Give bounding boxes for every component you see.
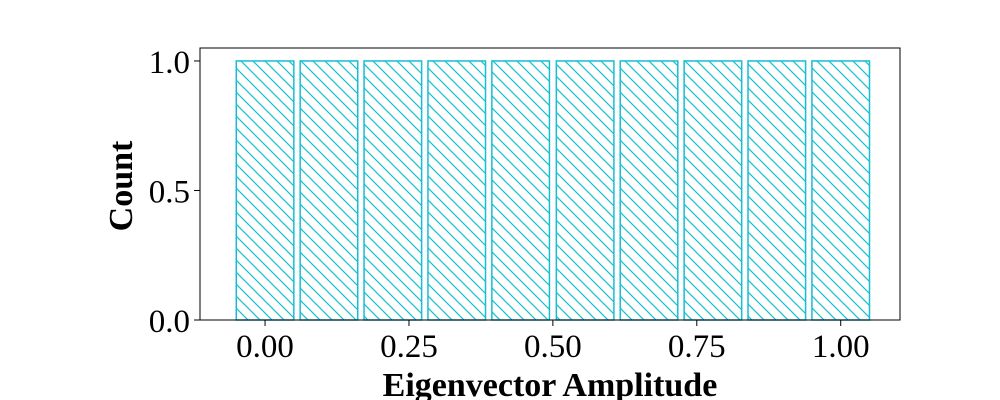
histogram-bar-8 xyxy=(683,60,743,321)
x-axis-label: Eigenvector Amplitude xyxy=(383,367,718,400)
x-tick-label: 0.75 xyxy=(668,329,726,365)
bars-layer xyxy=(235,60,871,321)
y-tick-label: 0.0 xyxy=(149,304,190,340)
y-tick-label: 0.5 xyxy=(149,174,190,210)
histogram-bar-2 xyxy=(299,60,359,321)
histogram-bar-9 xyxy=(747,60,807,321)
histogram-bar-1 xyxy=(235,60,295,321)
histogram-bar-3 xyxy=(363,60,423,321)
y-axis-label: Count xyxy=(103,140,140,231)
y-tick-label: 1.0 xyxy=(149,45,190,81)
histogram-bar-10 xyxy=(811,60,871,321)
histogram-bar-6 xyxy=(555,60,615,321)
x-tick-label: 1.00 xyxy=(812,329,870,365)
histogram-bar-7 xyxy=(619,60,679,321)
x-tick-label: 0.25 xyxy=(380,329,438,365)
x-tick-label: 0.00 xyxy=(236,329,294,365)
histogram-bar-4 xyxy=(427,60,487,321)
plot-frame xyxy=(199,47,901,321)
axes-layer: 0.00 0.25 0.50 0.75 1.00 0.0 0.5 1.0 xyxy=(149,45,870,365)
x-tick-label: 0.50 xyxy=(524,329,582,365)
histogram-bar-5 xyxy=(491,60,551,321)
